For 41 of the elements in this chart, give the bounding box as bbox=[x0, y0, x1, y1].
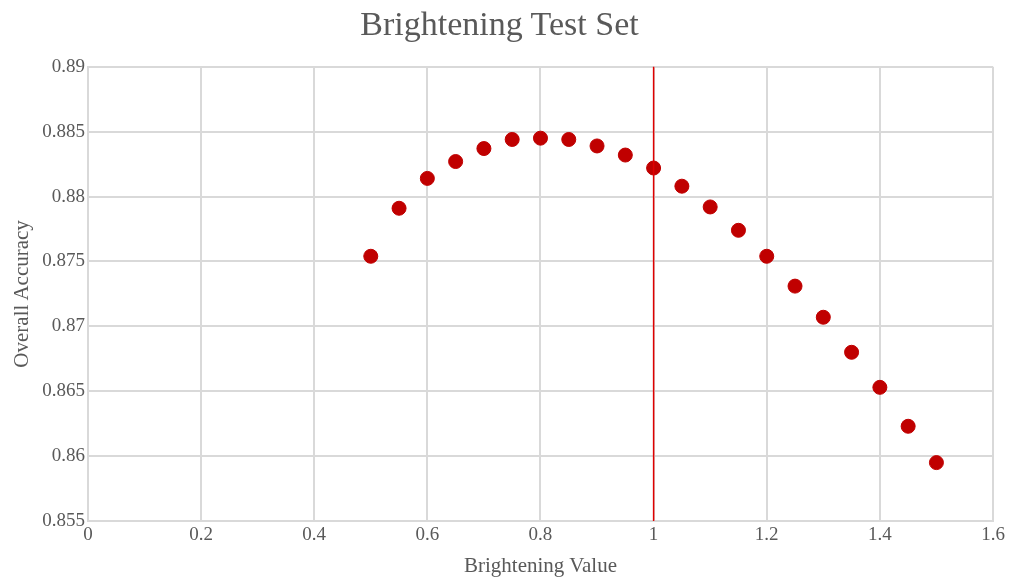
x-axis-title: Brightening Value bbox=[463, 552, 617, 577]
point bbox=[561, 131, 577, 147]
point bbox=[872, 379, 888, 395]
point bbox=[589, 138, 605, 154]
y-tick-label: 0.87 bbox=[51, 314, 85, 336]
point bbox=[900, 418, 916, 434]
x-tick-label: 0.2 bbox=[189, 523, 213, 545]
point bbox=[448, 154, 464, 170]
point bbox=[419, 170, 435, 186]
point bbox=[730, 222, 746, 238]
x-tick-label: 0 bbox=[83, 523, 93, 545]
y-tick-label: 0.885 bbox=[42, 119, 85, 141]
point bbox=[504, 131, 520, 147]
point bbox=[617, 147, 633, 163]
y-tick-label: 0.865 bbox=[42, 379, 85, 401]
point bbox=[476, 141, 492, 157]
point bbox=[844, 344, 860, 360]
y-tick-label: 0.855 bbox=[42, 508, 85, 530]
point bbox=[363, 248, 379, 264]
point bbox=[928, 455, 944, 471]
x-tick-label: 1.6 bbox=[981, 523, 1005, 545]
x-tick-label: 0.8 bbox=[528, 523, 553, 545]
y-tick-label: 0.88 bbox=[51, 184, 85, 206]
x-tick-label: 0.6 bbox=[415, 523, 440, 545]
chart-title: Brightening Test Set bbox=[360, 5, 640, 43]
x-tick-label: 1.2 bbox=[754, 523, 779, 545]
point bbox=[759, 248, 775, 264]
y-tick-label: 0.86 bbox=[51, 444, 85, 466]
point bbox=[674, 178, 690, 194]
point bbox=[532, 130, 548, 146]
point bbox=[702, 199, 718, 215]
x-tick-label: 1 bbox=[648, 523, 659, 545]
y-tick-label: 0.875 bbox=[42, 249, 85, 271]
point bbox=[815, 309, 831, 325]
x-tick-label: 1.4 bbox=[867, 523, 893, 545]
point bbox=[646, 160, 662, 176]
y-axis-title: Overall Accuracy bbox=[9, 219, 34, 368]
point bbox=[391, 200, 407, 216]
y-tick-label: 0.89 bbox=[51, 54, 85, 76]
x-tick-label: 0.4 bbox=[302, 523, 327, 545]
point bbox=[787, 278, 803, 294]
